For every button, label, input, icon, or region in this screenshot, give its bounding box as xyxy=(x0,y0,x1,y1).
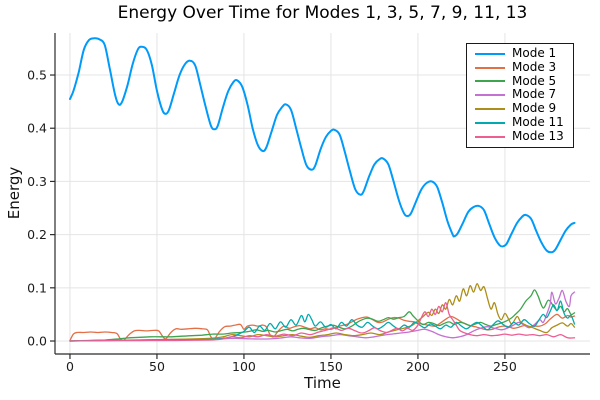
y-tick-label: 0.1 xyxy=(27,280,47,295)
legend-line-swatch xyxy=(475,135,505,138)
legend-entry-mode-5: Mode 5 xyxy=(475,73,564,89)
legend-line-swatch xyxy=(475,108,505,111)
legend-line-swatch xyxy=(475,52,505,55)
y-tick-label: 0.0 xyxy=(27,334,47,349)
y-tick-label: 0.3 xyxy=(27,174,47,189)
series-mode-1 xyxy=(69,37,576,254)
legend-entry-mode-1: Mode 1 xyxy=(475,46,564,61)
x-tick-label: 50 xyxy=(149,359,165,374)
legend-line-swatch xyxy=(475,66,505,69)
series-mode-7 xyxy=(69,289,576,342)
series-mode-9 xyxy=(69,282,576,342)
legend-label: Mode 13 xyxy=(512,128,564,143)
x-axis-label: Time xyxy=(304,374,341,392)
legend-label: Mode 11 xyxy=(512,114,564,129)
y-tick-label: 0.2 xyxy=(27,227,47,242)
legend-label: Mode 1 xyxy=(512,46,557,60)
x-tick-label: 250 xyxy=(493,359,517,374)
x-tick-label: 100 xyxy=(232,359,256,374)
series-mode-13 xyxy=(69,302,576,342)
legend-label: Mode 9 xyxy=(512,101,557,116)
y-tick-label: 0.5 xyxy=(27,68,47,83)
x-tick-label: 0 xyxy=(66,359,74,374)
legend-label: Mode 5 xyxy=(512,73,557,88)
legend-line-swatch xyxy=(475,80,505,83)
legend-entry-mode-3: Mode 3 xyxy=(475,59,564,75)
legend-entry-mode-9: Mode 9 xyxy=(475,101,564,116)
legend-line-swatch xyxy=(475,121,505,124)
x-tick-label: 150 xyxy=(319,359,343,374)
legend-line-swatch xyxy=(475,94,505,97)
legend-label: Mode 7 xyxy=(512,87,557,102)
series-mode-11 xyxy=(69,300,576,342)
series-mode-5 xyxy=(69,289,576,342)
legend-box: Mode 1 Mode 3 Mode 5 Mode 7 Mode 9 Mode 11 Mod… xyxy=(466,43,574,148)
x-tick-label: 200 xyxy=(406,359,430,374)
legend-entry-mode-7: Mode 7 xyxy=(475,88,564,102)
legend-label: Mode 3 xyxy=(512,59,557,74)
legend-entry-mode-13: Mode 13 xyxy=(475,128,564,144)
y-tick-label: 0.4 xyxy=(27,121,47,136)
legend-entry-mode-11: Mode 11 xyxy=(475,114,564,130)
chart-title: Energy Over Time for Modes 1, 3, 5, 7, 9… xyxy=(117,3,528,23)
